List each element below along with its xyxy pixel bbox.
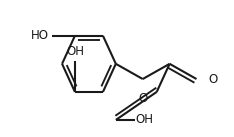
Text: O: O	[138, 92, 147, 105]
Text: HO: HO	[31, 29, 49, 42]
Text: O: O	[208, 72, 217, 85]
Text: OH: OH	[136, 113, 154, 126]
Text: OH: OH	[66, 45, 84, 58]
